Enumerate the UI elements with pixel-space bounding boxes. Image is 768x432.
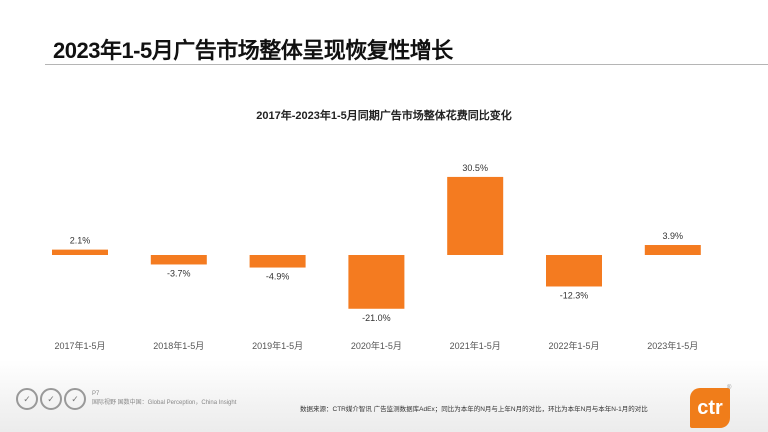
bar-chart: 2.1% 2017年1-5月 -3.7% 2018年1-5月 -4.9% 2019年1-5… <box>52 163 701 351</box>
x-tick-label: 2019年1-5月 <box>252 340 303 351</box>
bar <box>249 255 306 268</box>
x-tick-label: 2023年1-5月 <box>647 340 698 351</box>
slogan: 国际视野 国数中国：Global Perception，China Insigh… <box>92 400 237 406</box>
data-label: 2.1% <box>70 236 91 246</box>
certification-badge-icon: ✓ <box>64 388 86 410</box>
certification-badges: ✓ ✓ ✓ <box>16 388 86 410</box>
data-label: -12.3% <box>560 290 589 300</box>
page-number: P7 <box>92 391 100 397</box>
data-label: 3.9% <box>663 231 684 241</box>
footer-left: P7 国际视野 国数中国：Global Perception，China Ins… <box>92 390 236 408</box>
footer-background <box>0 360 768 432</box>
certification-badge-icon: ✓ <box>16 388 38 410</box>
chart-title: 2017年-2023年1-5月同期广告市场整体花费同比变化 <box>256 110 512 122</box>
data-label: -3.7% <box>167 268 191 278</box>
certification-badge-icon: ✓ <box>40 388 62 410</box>
data-source-note: 数据来源：CTR媒介智讯 广告监测数据库AdEx；同比为本年的N月与上年N月的对… <box>300 406 648 413</box>
ctr-logo: ctr <box>690 388 730 428</box>
bar <box>348 255 405 309</box>
data-label: -21.0% <box>362 313 391 323</box>
data-label: -4.9% <box>266 272 290 282</box>
data-label: 30.5% <box>462 163 488 173</box>
x-tick-label: 2022年1-5月 <box>548 340 599 351</box>
logo-text: ctr <box>697 396 723 419</box>
x-tick-label: 2020年1-5月 <box>351 340 402 351</box>
bar <box>546 255 602 287</box>
x-tick-label: 2017年1-5月 <box>54 340 105 351</box>
x-tick-label: 2018年1-5月 <box>153 340 204 351</box>
page-title: 2023年1-5月广告市场整体呈现恢复性增长 <box>53 38 453 63</box>
x-tick-label: 2021年1-5月 <box>450 340 501 351</box>
title-divider <box>45 64 768 65</box>
bar <box>644 245 701 255</box>
bar <box>447 176 504 255</box>
bar <box>150 255 207 265</box>
registered-mark: ® <box>727 385 732 391</box>
bar <box>52 249 108 255</box>
